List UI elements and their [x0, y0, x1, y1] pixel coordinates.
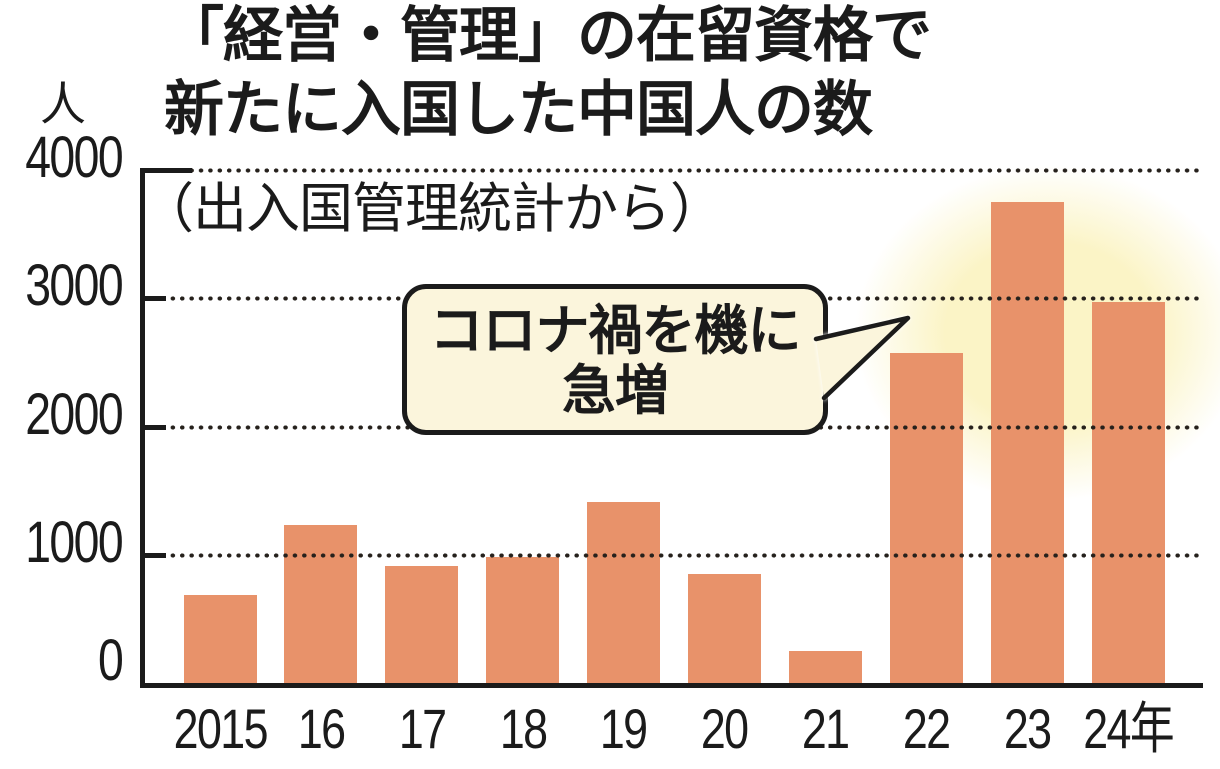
- bar-23: [990, 202, 1064, 683]
- chart-source-note: （出入国管理統計から）: [140, 179, 724, 239]
- y-axis-label-0: 0: [0, 628, 124, 693]
- y-axis-label-text-4000: 4000: [25, 125, 123, 190]
- x-axis-label-text-19: 19: [600, 697, 648, 760]
- x-axis-label-text-24年: 24年: [1083, 697, 1174, 760]
- gridline-1000: [140, 552, 1203, 558]
- bar-18: [486, 557, 560, 683]
- x-axis-label-23: 23: [937, 697, 1117, 761]
- y-axis-label-text-3000: 3000: [25, 253, 123, 319]
- y-axis-label-text-2000: 2000: [25, 381, 123, 447]
- bar-24年: [1091, 302, 1165, 683]
- bar-19: [587, 502, 661, 683]
- y-axis-tick-4000: [140, 168, 192, 173]
- y-axis-unit-label: 人: [40, 78, 86, 130]
- bar-2015: [183, 594, 257, 683]
- y-axis-label-1000: 1000: [0, 509, 123, 575]
- chart-title-line-1: 「経営・管理」の在留資格で: [164, 2, 932, 69]
- y-axis-tick-2000: [140, 424, 166, 430]
- x-axis-label-text-18: 18: [499, 697, 547, 760]
- bar-21: [788, 650, 862, 683]
- y-axis-label-text-0: 0: [97, 628, 124, 693]
- y-axis-tick-1000: [140, 552, 166, 558]
- callout-bubble: コロナ禍を機に 急増: [402, 284, 828, 435]
- x-axis-label-17: 17: [332, 697, 512, 761]
- bar-22: [889, 353, 963, 683]
- x-axis-label-text-22: 22: [902, 697, 951, 760]
- x-axis-label-24年: 24年: [1038, 697, 1218, 761]
- x-axis-label-22: 22: [836, 697, 1016, 761]
- x-axis-label-19: 19: [534, 697, 714, 761]
- bar-16: [284, 525, 358, 683]
- x-axis-label-text-2015: 2015: [173, 697, 268, 760]
- callout-text-line-1: コロナ禍を機に: [429, 301, 802, 361]
- x-axis-label-16: 16: [231, 697, 411, 761]
- callout-text-line-2: 急増: [562, 361, 669, 421]
- x-axis-label-text-16: 16: [297, 697, 346, 760]
- y-axis-label-text-1000: 1000: [25, 509, 123, 575]
- bar-17: [385, 566, 459, 683]
- x-axis-label-text-23: 23: [1003, 697, 1052, 760]
- x-axis-label-2015: 2015: [130, 697, 310, 761]
- bar-20: [688, 573, 761, 683]
- x-axis-label-text-17: 17: [398, 697, 446, 760]
- callout-pointer: [813, 315, 911, 401]
- x-axis-label-text-21: 21: [802, 697, 850, 760]
- x-axis-label-18: 18: [433, 697, 613, 761]
- x-axis-label-text-20: 20: [701, 697, 749, 760]
- y-axis-label-3000: 3000: [0, 253, 123, 319]
- gridline-4000: [140, 168, 1203, 173]
- x-axis-label-21: 21: [735, 697, 915, 761]
- y-axis-label-4000: 4000: [0, 125, 123, 190]
- y-axis-line: [140, 168, 145, 688]
- chart-title-line-2: 新たに入国した中国人の数: [164, 76, 873, 143]
- x-axis-line: [140, 683, 1203, 688]
- y-axis-label-2000: 2000: [0, 381, 123, 447]
- y-axis-tick-3000: [140, 296, 166, 302]
- x-axis-label-20: 20: [635, 697, 815, 761]
